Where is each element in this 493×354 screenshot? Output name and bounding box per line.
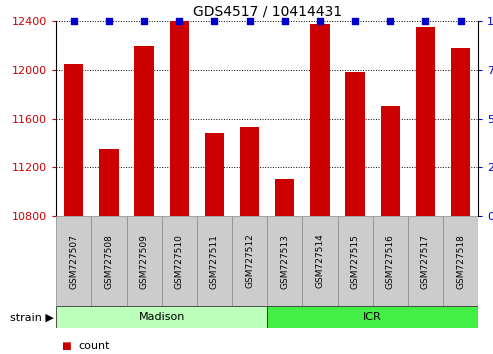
Point — [281, 18, 289, 24]
Text: strain ▶: strain ▶ — [10, 312, 54, 322]
Text: Madison: Madison — [139, 312, 185, 322]
Bar — [99, 149, 119, 216]
Text: GSM727510: GSM727510 — [175, 234, 184, 289]
Bar — [267, 306, 478, 328]
Text: GSM727512: GSM727512 — [245, 234, 254, 289]
Text: count: count — [78, 341, 110, 351]
Text: ICR: ICR — [363, 312, 382, 322]
Text: ■: ■ — [61, 341, 71, 351]
Bar — [373, 216, 408, 306]
Point — [316, 18, 324, 24]
Point — [176, 18, 183, 24]
Bar — [127, 216, 162, 306]
Bar — [302, 216, 338, 306]
Point — [422, 18, 429, 24]
Title: GDS4517 / 10414431: GDS4517 / 10414431 — [193, 5, 342, 19]
Bar — [443, 216, 478, 306]
Bar — [408, 216, 443, 306]
Bar — [162, 216, 197, 306]
Text: GSM727514: GSM727514 — [316, 234, 324, 289]
Bar — [197, 216, 232, 306]
Bar — [338, 216, 373, 306]
Point — [351, 18, 359, 24]
Bar — [56, 306, 267, 328]
Point — [246, 18, 253, 24]
Bar — [275, 179, 294, 216]
Point — [457, 18, 464, 24]
Text: GSM727518: GSM727518 — [456, 234, 465, 289]
Bar — [346, 72, 365, 216]
Text: GSM727515: GSM727515 — [351, 234, 359, 289]
Bar — [135, 46, 154, 216]
Bar — [205, 133, 224, 216]
Text: GSM727507: GSM727507 — [70, 234, 78, 289]
Text: GSM727513: GSM727513 — [281, 234, 289, 289]
Bar — [91, 216, 127, 306]
Bar — [416, 27, 435, 216]
Bar — [451, 48, 470, 216]
Bar — [310, 24, 330, 216]
Text: GSM727516: GSM727516 — [386, 234, 395, 289]
Text: GSM727517: GSM727517 — [421, 234, 430, 289]
Text: GSM727509: GSM727509 — [140, 234, 148, 289]
Bar — [64, 64, 83, 216]
Text: GSM727508: GSM727508 — [105, 234, 113, 289]
Bar — [381, 107, 400, 216]
Bar — [240, 127, 259, 216]
Bar — [232, 216, 267, 306]
Point — [140, 18, 148, 24]
Point — [105, 18, 113, 24]
Point — [211, 18, 218, 24]
Bar — [267, 216, 302, 306]
Point — [70, 18, 78, 24]
Point — [387, 18, 394, 24]
Text: GSM727511: GSM727511 — [210, 234, 219, 289]
Bar — [170, 21, 189, 216]
Bar — [56, 216, 91, 306]
